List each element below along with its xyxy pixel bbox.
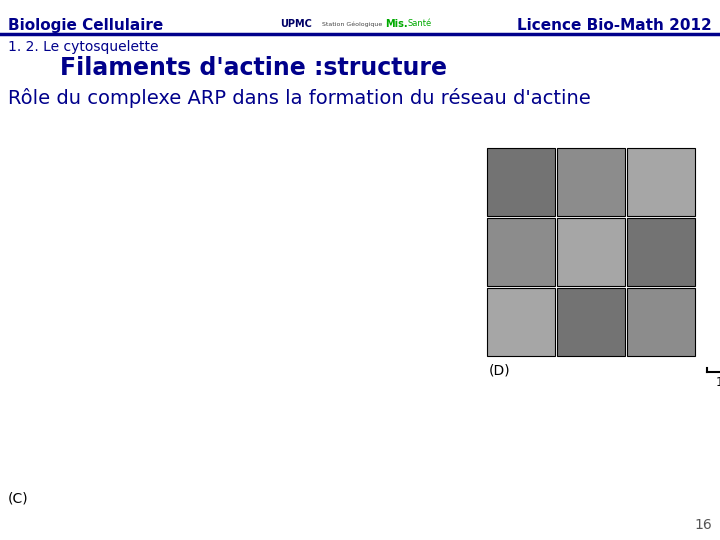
Text: (D): (D) — [489, 364, 510, 378]
Text: Licence Bio-Math 2012: Licence Bio-Math 2012 — [517, 18, 712, 33]
Text: Filaments d'actine :structure: Filaments d'actine :structure — [60, 56, 447, 80]
Text: 1. 2. Le cytosquelette: 1. 2. Le cytosquelette — [8, 40, 158, 54]
Text: Santé: Santé — [408, 19, 432, 29]
Bar — [487, 148, 555, 216]
Text: Biologie Cellulaire: Biologie Cellulaire — [8, 18, 163, 33]
Bar — [487, 288, 555, 356]
Text: Rôle du complexe ARP dans la formation du réseau d'actine: Rôle du complexe ARP dans la formation d… — [8, 88, 590, 108]
Text: UPMC: UPMC — [280, 19, 312, 29]
Bar — [5, 108, 467, 486]
Bar — [557, 288, 625, 356]
Bar — [627, 288, 695, 356]
Text: 100 nm: 100 nm — [716, 376, 720, 389]
Text: Station Géologique: Station Géologique — [322, 21, 382, 27]
Text: Mis.: Mis. — [385, 19, 408, 29]
Text: 16: 16 — [694, 518, 712, 532]
Text: (C): (C) — [8, 492, 29, 506]
Bar — [557, 218, 625, 286]
Bar — [627, 218, 695, 286]
Bar — [557, 148, 625, 216]
Bar — [487, 218, 555, 286]
Bar — [627, 148, 695, 216]
